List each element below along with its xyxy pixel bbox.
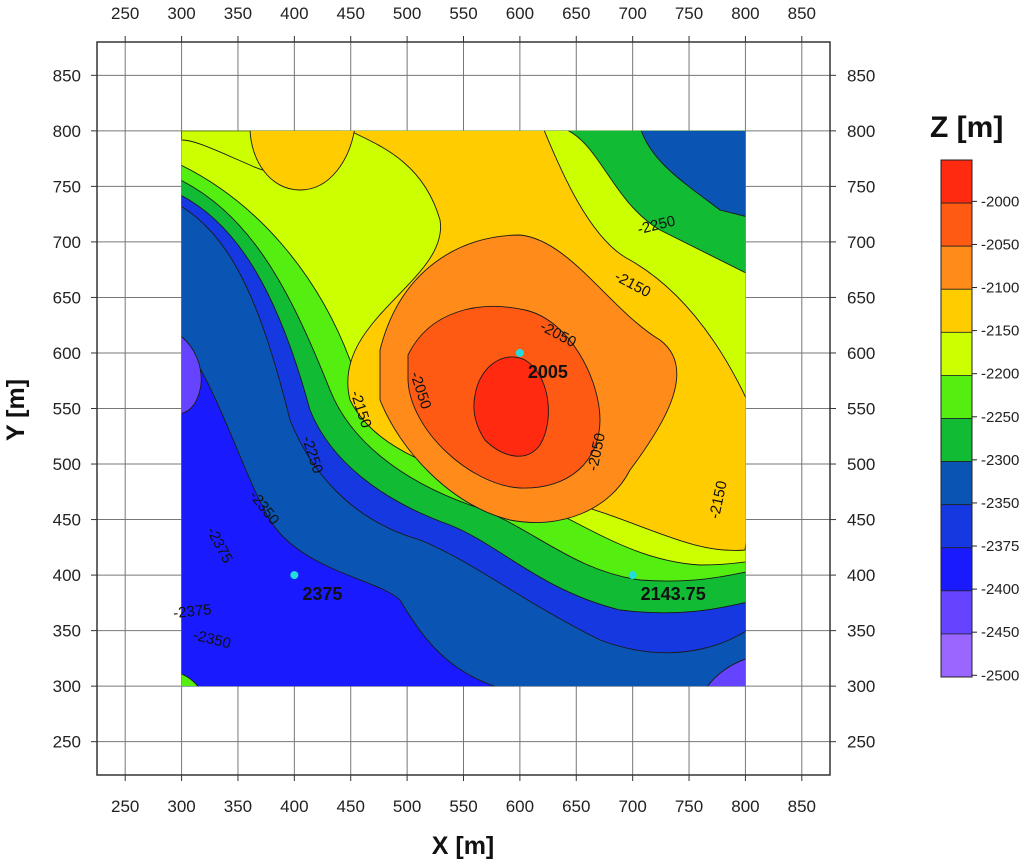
- legend-swatch: [940, 461, 973, 506]
- contour-band: [640, 130, 746, 217]
- x-tick-label-top: 450: [337, 4, 365, 23]
- x-tick-label-top: 400: [280, 4, 308, 23]
- y-tick-label-left: 850: [53, 66, 81, 85]
- x-tick-label-bottom: 450: [337, 797, 365, 816]
- y-tick-label-left: 650: [53, 288, 81, 307]
- legend-label: -2450: [981, 624, 1019, 641]
- legend-label: -2250: [981, 409, 1019, 426]
- y-tick-label-left: 600: [53, 344, 81, 363]
- legend-label: -2150: [981, 323, 1019, 340]
- legend-swatch: [940, 202, 973, 247]
- color-legend: Z [m] -2000 -2050 -2100 -2150 -2200 -2250 -230…: [930, 111, 1019, 684]
- contour-fill: [181, 130, 746, 687]
- y-tick-label-right: 850: [847, 66, 875, 85]
- x-tick-label-bottom: 500: [393, 797, 421, 816]
- legend-label: -2000: [981, 193, 1019, 210]
- x-tick-label-bottom: 650: [562, 797, 590, 816]
- contour-band: [249, 130, 355, 191]
- y-tick-label-right: 300: [847, 677, 875, 696]
- contour-band: [181, 336, 202, 414]
- y-tick-label-right: 400: [847, 566, 875, 585]
- x-tick-label-top: 550: [449, 4, 477, 23]
- legend-label: -2500: [981, 667, 1019, 684]
- x-tick-label-top: 850: [788, 4, 816, 23]
- legend-label: -2400: [981, 581, 1019, 598]
- well-markers: 2005 2375 2143.75: [290, 348, 706, 604]
- legend-swatch: [940, 288, 973, 333]
- legend-title: Z [m]: [930, 111, 1003, 144]
- y-tick-label-left: 450: [53, 511, 81, 530]
- contour-band: [473, 356, 549, 457]
- legend-label: -2100: [981, 280, 1019, 297]
- well-label: 2005: [528, 362, 568, 382]
- y-tick-label-left: 800: [53, 122, 81, 141]
- contour-band: [181, 340, 496, 687]
- well-label: 2375: [302, 584, 342, 604]
- x-tick-label-bottom: 700: [618, 797, 646, 816]
- legend-label: -2300: [981, 452, 1019, 469]
- legend-label: -2375: [981, 538, 1019, 555]
- x-tick-label-bottom: 600: [506, 797, 534, 816]
- x-tick-label-bottom: 550: [449, 797, 477, 816]
- y-tick-label-left: 750: [53, 177, 81, 196]
- y-tick-label-left: 550: [53, 400, 81, 419]
- x-tick-label-top: 500: [393, 4, 421, 23]
- axis-ticks: 250 250 300 300 350 350 400 400 450 450 500 500 550 5…: [53, 4, 876, 816]
- x-tick-label-top: 300: [167, 4, 195, 23]
- y-tick-label-right: 800: [847, 122, 875, 141]
- y-tick-label-left: 350: [53, 622, 81, 641]
- legend-swatch: [940, 245, 973, 290]
- contour-band: [707, 658, 746, 687]
- legend-frame: [940, 159, 973, 678]
- legend-swatch: [940, 331, 973, 376]
- x-tick-label-top: 700: [618, 4, 646, 23]
- contour-label: -2375: [172, 601, 212, 622]
- y-tick-label-left: 250: [53, 733, 81, 752]
- x-tick-label-bottom: 800: [731, 797, 759, 816]
- y-tick-label-right: 450: [847, 511, 875, 530]
- x-axis-title: X [m]: [432, 832, 495, 860]
- y-tick-label-right: 550: [847, 400, 875, 419]
- well-marker: [628, 571, 637, 580]
- y-tick-label-left: 700: [53, 233, 81, 252]
- y-tick-label-right: 500: [847, 455, 875, 474]
- x-tick-label-bottom: 300: [167, 797, 195, 816]
- y-tick-label-left: 300: [53, 677, 81, 696]
- x-tick-label-bottom: 750: [675, 797, 703, 816]
- x-tick-label-top: 250: [111, 4, 139, 23]
- x-tick-label-bottom: 350: [224, 797, 252, 816]
- legend-swatch: [940, 590, 973, 635]
- y-tick-label-right: 750: [847, 177, 875, 196]
- y-tick-label-right: 700: [847, 233, 875, 252]
- x-tick-label-top: 800: [731, 4, 759, 23]
- x-tick-label-bottom: 850: [788, 797, 816, 816]
- legend-swatch: [940, 633, 973, 678]
- x-tick-label-bottom: 250: [111, 797, 139, 816]
- legend-label: -2200: [981, 366, 1019, 383]
- y-tick-label-right: 250: [847, 733, 875, 752]
- well-marker: [515, 348, 524, 357]
- x-tick-label-top: 750: [675, 4, 703, 23]
- y-tick-label-right: 350: [847, 622, 875, 641]
- y-axis-title: Y [m]: [2, 379, 30, 441]
- x-tick-label-top: 600: [506, 4, 534, 23]
- x-tick-label-top: 650: [562, 4, 590, 23]
- legend-swatch: [940, 418, 973, 462]
- contour-band: [181, 673, 199, 687]
- y-tick-label-left: 500: [53, 455, 81, 474]
- y-tick-label-right: 650: [847, 288, 875, 307]
- legend-label: -2350: [981, 495, 1019, 512]
- y-tick-label-right: 600: [847, 344, 875, 363]
- x-tick-label-bottom: 400: [280, 797, 308, 816]
- legend-swatch: [940, 504, 973, 549]
- legend-swatch: [940, 547, 973, 592]
- well-label: 2143.75: [641, 584, 706, 604]
- legend-label: -2050: [981, 236, 1019, 253]
- legend-swatch: [940, 159, 973, 204]
- legend-swatch: [940, 375, 973, 419]
- x-tick-label-top: 350: [224, 4, 252, 23]
- y-tick-label-left: 400: [53, 566, 81, 585]
- well-marker: [290, 571, 299, 580]
